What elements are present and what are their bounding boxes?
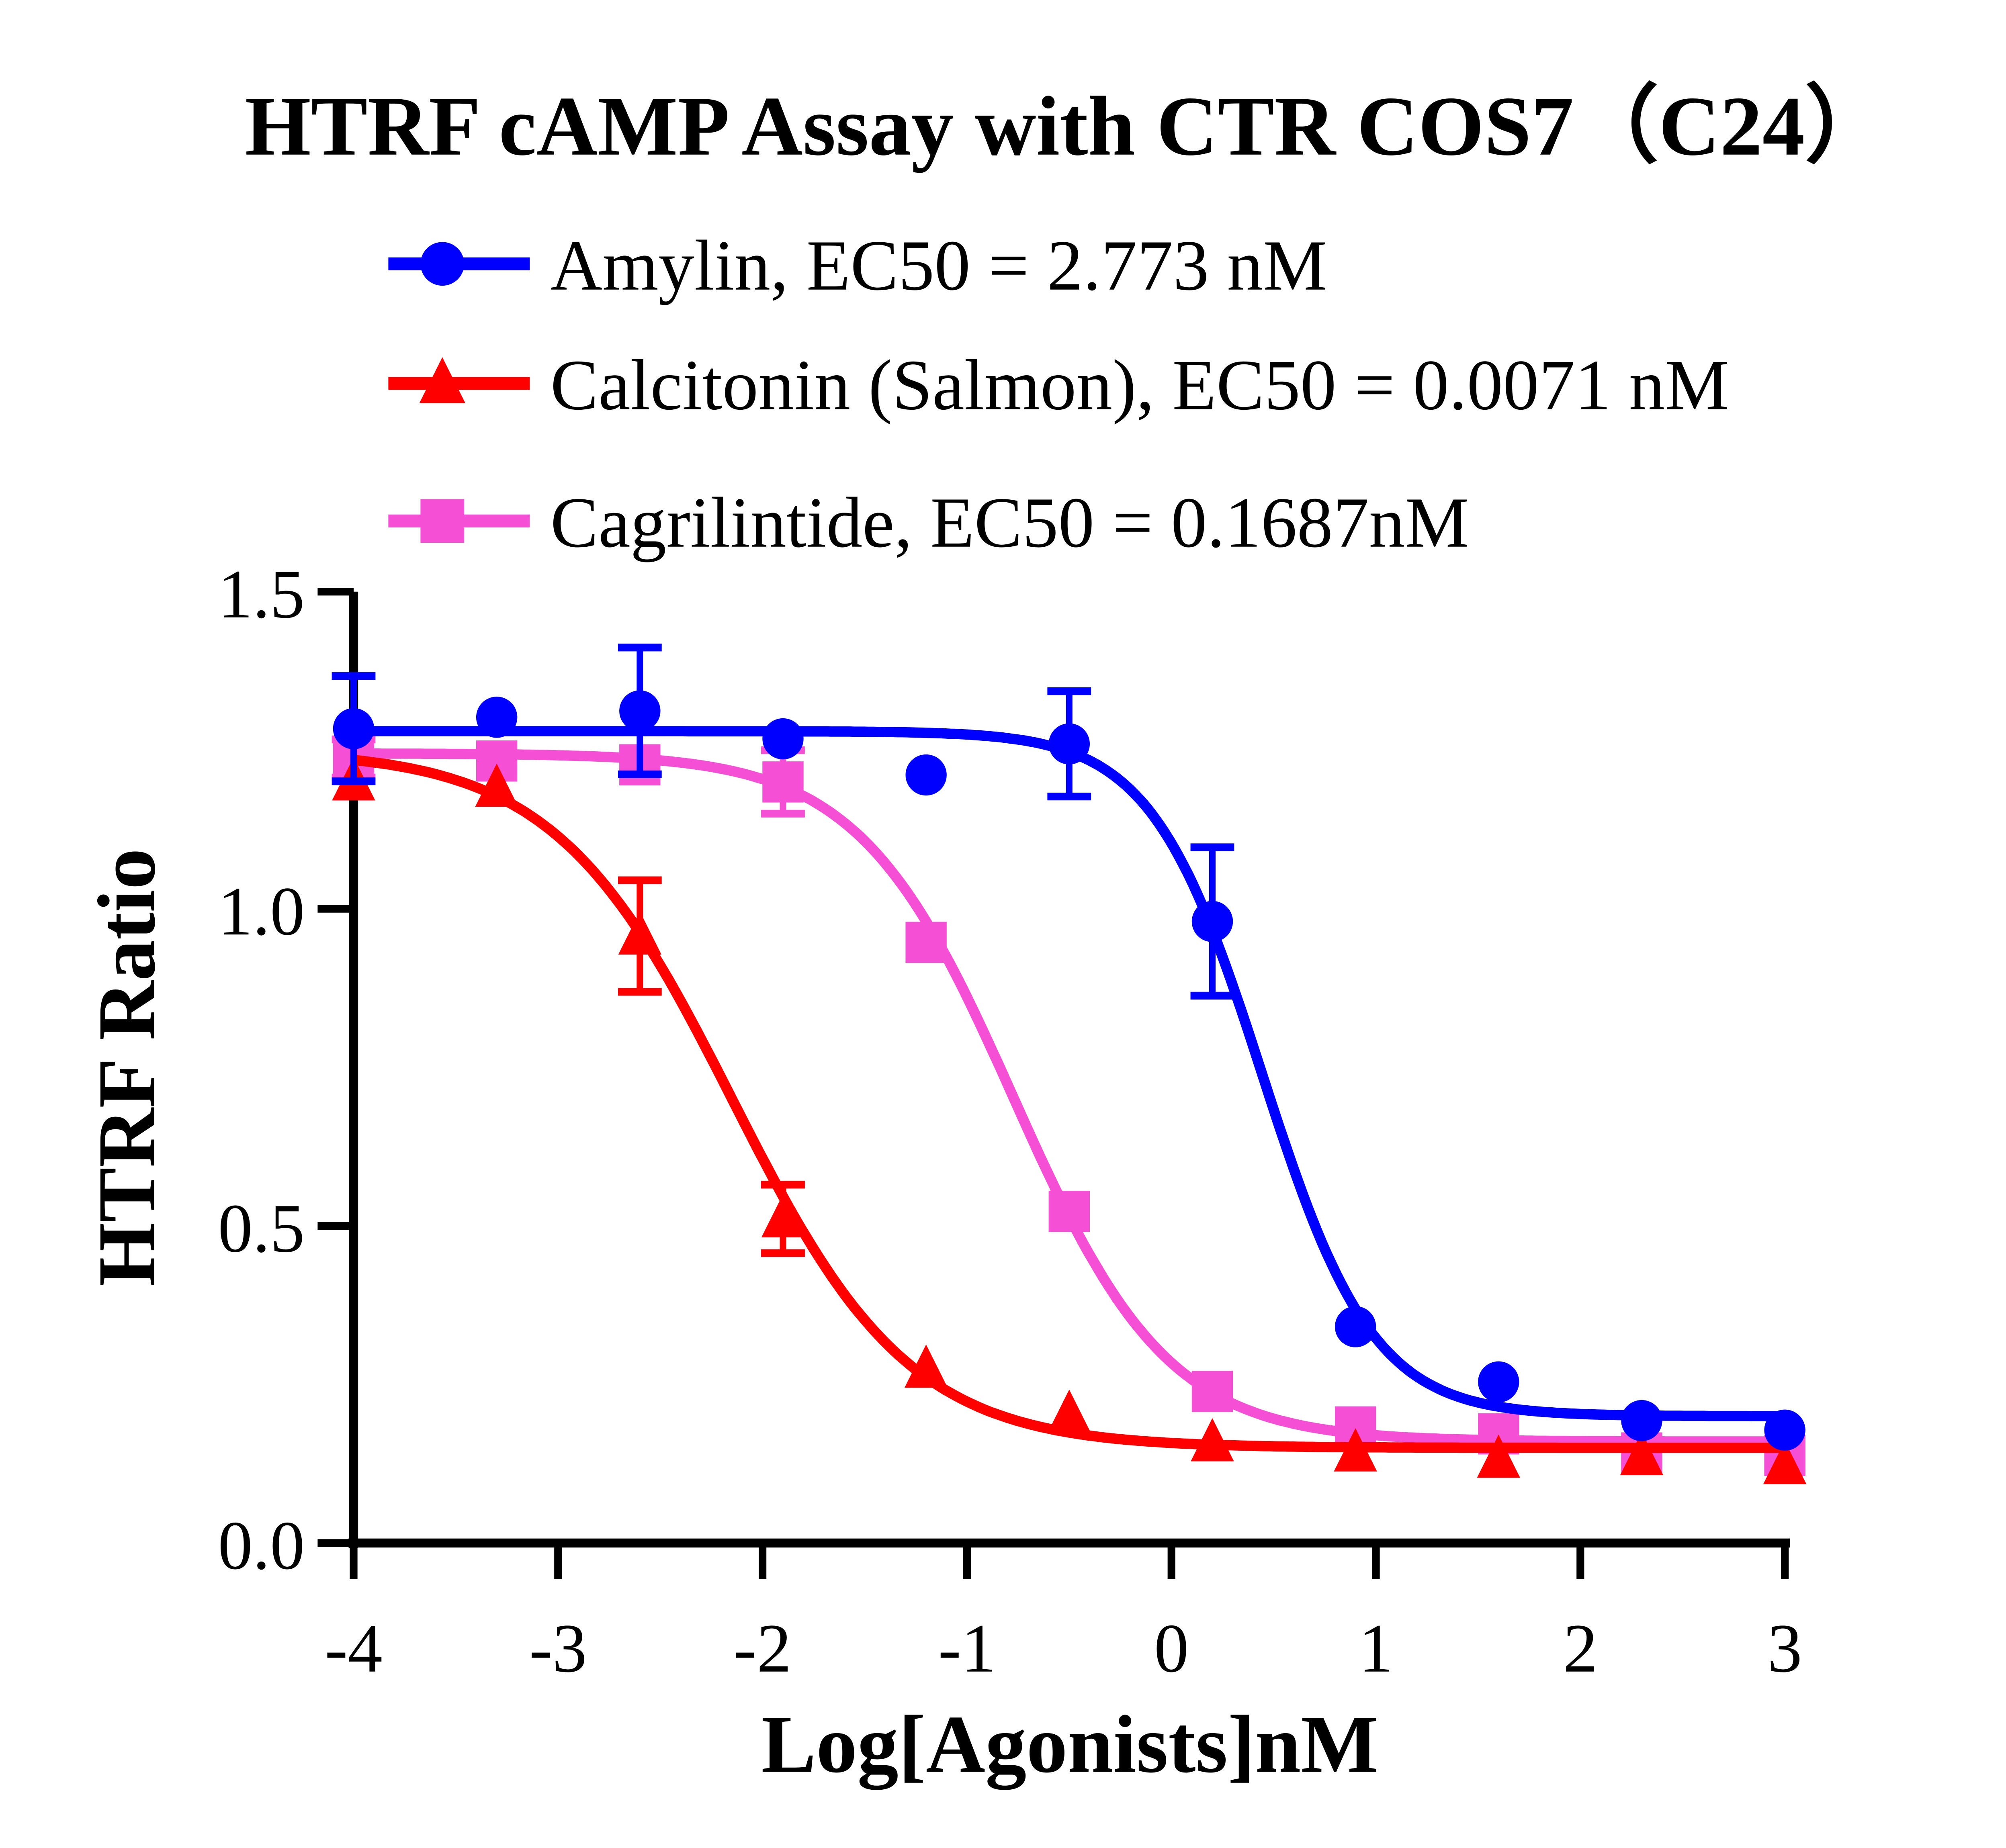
data-point-circle [333, 708, 375, 749]
y-tick-label: 1.5 [218, 556, 305, 633]
y-axis-label: HTRF Ratio [81, 848, 172, 1286]
x-tick-label: 1 [1359, 1610, 1393, 1687]
data-point-circle [1335, 1306, 1376, 1347]
data-point-square [905, 922, 947, 963]
x-tick-label: -2 [734, 1610, 792, 1687]
data-point-triangle [419, 357, 465, 403]
axes: 0.0 0.5 1.0 1.5 -4 -3 -2 -1 0 1 2 3 [218, 556, 1802, 1687]
data-point-triangle [1334, 1428, 1377, 1472]
y-tick-label: 0.5 [218, 1190, 305, 1267]
data-point-square [420, 499, 465, 543]
data-point-triangle [1048, 1389, 1091, 1433]
data-point-circle [1764, 1409, 1805, 1451]
x-tick-label: 3 [1767, 1610, 1802, 1687]
data-point-triangle [1620, 1432, 1664, 1476]
data-point-circle [1048, 723, 1090, 765]
x-axis-label: Log[Agonists]nM [761, 1699, 1378, 1790]
data-point-triangle [618, 911, 662, 955]
x-tick-label: 0 [1154, 1610, 1189, 1687]
data-point-triangle [1477, 1434, 1521, 1478]
x-tick-label: -4 [325, 1610, 383, 1687]
x-tick-label: -3 [529, 1610, 587, 1687]
data-point-circle [420, 242, 465, 286]
data-point-circle [619, 690, 661, 732]
y-tick-label: 1.0 [218, 873, 305, 950]
legend-label: Calcitonin (Salmon), EC50 = 0.0071 nM [551, 345, 1729, 425]
chart-title: HTRF cAMP Assay with CTR COS7（C24） [245, 79, 1890, 173]
y-tick-label: 0.0 [218, 1507, 305, 1584]
data-point-triangle [761, 1194, 805, 1238]
legend: Amylin, EC50 = 2.773 nM Calcitonin (Salmo… [388, 225, 1729, 562]
x-tick-label: 2 [1563, 1610, 1598, 1687]
data-point-circle [1621, 1400, 1662, 1441]
data-point-triangle [1191, 1418, 1234, 1462]
data-point-triangle [1763, 1441, 1807, 1484]
x-tick-label: -1 [938, 1610, 996, 1687]
data-point-circle [1478, 1361, 1519, 1403]
data-point-square [1191, 1371, 1233, 1412]
data-point-triangle [475, 763, 518, 807]
data-point-circle [905, 754, 947, 796]
legend-label: Cagrilintide, EC50 = 0.1687nM [551, 482, 1469, 562]
data-point-triangle [904, 1344, 948, 1388]
fit-curve [354, 726, 1785, 1421]
data-point-circle [762, 718, 804, 760]
legend-label: Amylin, EC50 = 2.773 nM [551, 225, 1327, 305]
fit-curve [353, 754, 1785, 1453]
data-point-square [762, 761, 804, 803]
plot-area [332, 644, 1807, 1484]
data-point-circle [476, 697, 518, 738]
data-point-square [1048, 1190, 1090, 1232]
data-point-circle [1191, 901, 1233, 942]
fit-curve [354, 748, 1785, 1447]
